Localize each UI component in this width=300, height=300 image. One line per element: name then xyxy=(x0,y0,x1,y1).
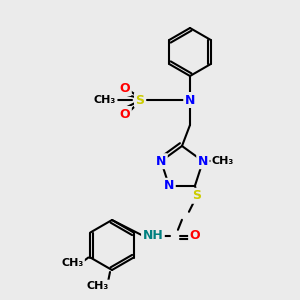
Text: S: S xyxy=(136,94,145,106)
Text: N: N xyxy=(198,155,208,168)
Text: NH: NH xyxy=(142,229,163,242)
Text: N: N xyxy=(185,94,195,106)
Text: O: O xyxy=(190,229,200,242)
Text: O: O xyxy=(120,82,130,94)
Text: N: N xyxy=(156,155,166,168)
Text: S: S xyxy=(192,189,201,202)
Text: CH₃: CH₃ xyxy=(212,156,234,166)
Text: O: O xyxy=(120,107,130,121)
Text: N: N xyxy=(164,179,174,192)
Text: CH₃: CH₃ xyxy=(61,257,83,268)
Text: CH₃: CH₃ xyxy=(87,281,109,291)
Text: CH₃: CH₃ xyxy=(94,95,116,105)
